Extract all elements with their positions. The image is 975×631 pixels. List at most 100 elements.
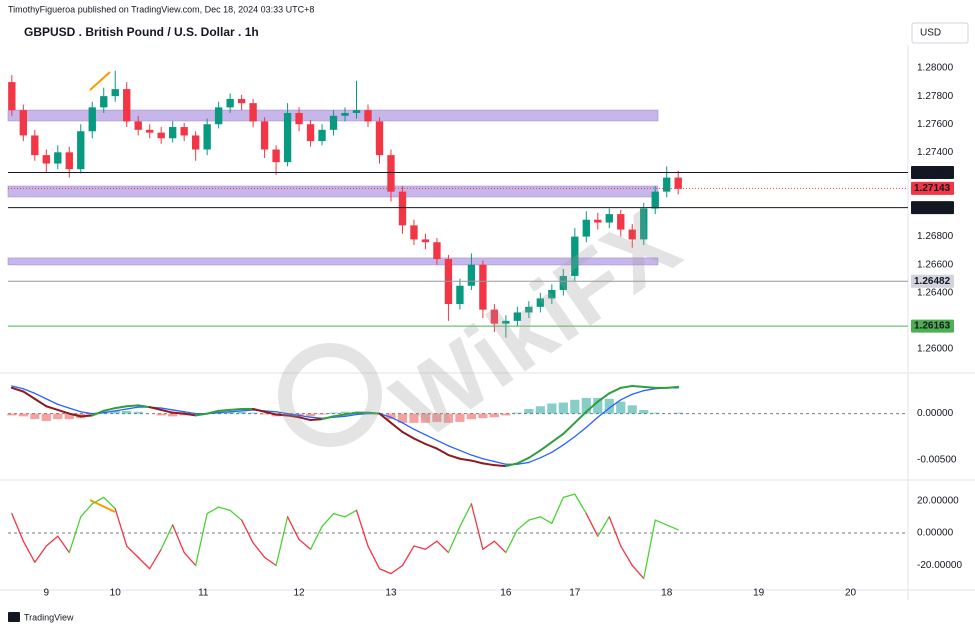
currency: USD [920, 28, 941, 39]
indicator-line [620, 393, 633, 401]
candle-body [479, 264, 487, 310]
histogram-bar [41, 413, 51, 421]
candle-body [605, 214, 613, 223]
candle-body [341, 112, 349, 116]
watermark-logo [278, 343, 382, 447]
indicator-line [22, 540, 36, 563]
indicator-line [309, 418, 324, 422]
candle-body [329, 115, 338, 130]
indicator-line [528, 457, 541, 464]
indicator-line [608, 386, 622, 395]
indicator-line [332, 413, 347, 418]
indicator-line [57, 535, 70, 554]
histogram-bar [340, 411, 350, 414]
candle-body [571, 236, 579, 276]
x-tick-label: 9 [44, 588, 50, 599]
histogram-bar [673, 412, 683, 414]
indicator-line [573, 410, 588, 424]
histogram-bar [248, 412, 258, 414]
x-tick-label: 18 [661, 588, 673, 599]
x-tick-label: 11 [198, 588, 209, 599]
indicator-line [10, 386, 25, 393]
indicator-line [172, 524, 185, 554]
indicator-line [68, 516, 82, 554]
candle-body [226, 98, 234, 108]
indicator-line [34, 392, 47, 400]
indicator-line [114, 508, 128, 547]
publisher: TimothyFigueroa published on TradingView… [8, 4, 314, 14]
candle-body [31, 135, 39, 156]
indicator-line [470, 454, 484, 460]
candle-body [651, 191, 659, 209]
indicator-line [619, 384, 634, 389]
indicator-line [229, 408, 243, 411]
indicator-line [516, 456, 530, 465]
candle-body [54, 152, 62, 164]
histogram-bar [581, 397, 591, 414]
indicator-line [505, 529, 519, 554]
histogram-bar [616, 401, 626, 414]
histogram-bar [18, 413, 28, 417]
indicator-line [436, 439, 450, 447]
indicator-line [183, 551, 197, 567]
indicator-line [482, 458, 496, 463]
indicator-line [390, 564, 404, 575]
indicator-line [458, 457, 473, 462]
indicator-line [596, 392, 611, 403]
indicator-line [620, 545, 633, 567]
y-tick-label: 1.28000 [917, 63, 954, 74]
indicator-line [217, 408, 232, 412]
candle-body [191, 135, 200, 150]
indicator-line [149, 548, 162, 570]
price-badge [911, 181, 954, 195]
currency-box [911, 22, 969, 44]
indicator-line [275, 411, 289, 415]
indicator-line [367, 411, 381, 415]
indicator-line [642, 385, 657, 389]
indicator-line [631, 389, 645, 395]
histogram-bar [305, 413, 316, 417]
histogram-bar [512, 412, 522, 414]
y-tick-label: 1.26800 [917, 231, 954, 242]
supply-demand-zone [7, 185, 659, 198]
candle-body [525, 306, 533, 313]
indicator-line [539, 516, 553, 524]
y-tick-label: 1.26000 [917, 344, 954, 355]
candle-body [318, 129, 326, 142]
candle-body [617, 214, 625, 230]
histogram-bar [225, 411, 235, 414]
candle-body [157, 132, 165, 139]
indicator-line [585, 512, 599, 537]
indicator-line [34, 545, 47, 563]
supply-demand-zone [7, 257, 659, 266]
indicator-line [217, 411, 231, 414]
indicator-line [56, 408, 71, 415]
price-badge [911, 319, 954, 333]
indicator-line [654, 519, 668, 526]
indicator-line [493, 540, 507, 554]
indicator-line [206, 506, 220, 515]
y-tick-label: -0.00500 [917, 454, 957, 465]
indicator-line [562, 435, 576, 446]
indicator-line [160, 408, 174, 414]
indicator-line [424, 434, 438, 441]
indicator-line [665, 385, 680, 389]
histogram-bar [168, 413, 178, 417]
histogram-bar [237, 411, 247, 414]
candle-body [387, 155, 395, 192]
histogram-bar [397, 413, 408, 423]
indicator-line [528, 516, 541, 521]
price-label: 1.27006 [914, 202, 951, 213]
y-tick-label: 1.27400 [917, 147, 954, 158]
indicator-line [608, 399, 622, 409]
indicator-line [229, 410, 243, 413]
indicator-line [321, 415, 335, 421]
indicator-line [206, 409, 220, 415]
candle-body [88, 107, 96, 132]
histogram-bar [64, 413, 74, 420]
candle-body [134, 121, 142, 130]
candle-body [513, 312, 522, 321]
histogram-bar [547, 403, 557, 414]
y-tick-label: 0.00000 [917, 528, 954, 539]
price-badge [911, 274, 954, 288]
